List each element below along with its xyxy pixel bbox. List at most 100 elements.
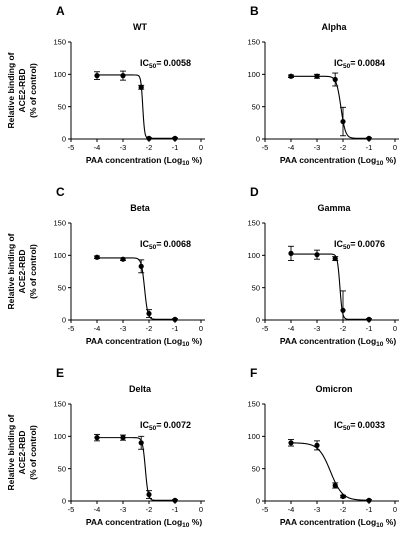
ic50-prefix: IC — [334, 239, 344, 249]
x-axis-label-main: PAA concentration (Log — [86, 517, 182, 527]
ic50-label: IC50= 0.0072 — [140, 420, 191, 432]
data-point — [138, 440, 144, 446]
x-axis-label-end: %) — [383, 336, 396, 346]
ic50-prefix: IC — [140, 239, 150, 249]
data-point — [172, 497, 178, 503]
y-tick-label: 50 — [252, 464, 260, 473]
data-point — [314, 252, 320, 258]
x-axis-label-end: %) — [383, 517, 396, 527]
x-axis-label-main: PAA concentration (Log — [280, 155, 376, 165]
x-axis-label-sub: 10 — [376, 160, 384, 167]
y-tick-label: 0 — [62, 497, 66, 506]
fit-curve — [290, 442, 369, 501]
ic50-sep: = — [350, 58, 355, 68]
data-point — [332, 255, 338, 262]
x-tick-label: 0 — [393, 324, 397, 333]
x-axis-label-end: %) — [189, 336, 202, 346]
ic50-label: IC50= 0.0084 — [334, 58, 385, 70]
ic50-label: IC50= 0.0068 — [140, 239, 191, 251]
y-axis-label-line1: Relative binding of — [6, 233, 16, 309]
y-tick-label: 150 — [247, 219, 260, 228]
ic50-value: 0.0058 — [164, 58, 192, 68]
ic50-prefix: IC — [140, 58, 150, 68]
x-tick-label: -3 — [120, 324, 127, 333]
ic50-prefix: IC — [334, 420, 344, 430]
ic50-value: 0.0076 — [358, 239, 386, 249]
panel-letter: A — [56, 4, 65, 18]
y-axis-label-line2: ACE2-RBD — [17, 69, 27, 113]
ic50-sub: 50 — [149, 63, 157, 70]
panel-letter: C — [56, 185, 65, 199]
x-tick-label: 0 — [199, 143, 203, 152]
y-axis-label-line3: (% of control) — [28, 63, 38, 118]
x-axis-label: PAA concentration (Log10 %) — [86, 517, 202, 529]
x-axis-label-end: %) — [189, 517, 202, 527]
y-tick-label: 50 — [252, 283, 260, 292]
ic50-prefix: IC — [140, 420, 150, 430]
fit-curve — [291, 75, 369, 139]
x-tick-label: -4 — [288, 324, 295, 333]
y-tick-label: 0 — [62, 135, 66, 144]
y-tick-label: 0 — [62, 316, 66, 325]
ic50-value: 0.0072 — [164, 420, 192, 430]
y-tick-label: 50 — [252, 102, 260, 111]
x-tick-label: -3 — [120, 143, 127, 152]
panel-title: WT — [133, 22, 147, 32]
data-point — [366, 135, 372, 141]
panel-letter: B — [250, 4, 259, 18]
x-axis-label-main: PAA concentration (Log — [86, 155, 182, 165]
x-axis-label: PAA concentration (Log10 %) — [280, 155, 396, 167]
x-tick-label: -1 — [172, 505, 179, 514]
panel-letter: F — [250, 366, 257, 380]
x-axis-label-sub: 10 — [182, 341, 190, 348]
x-tick-label: 0 — [393, 505, 397, 514]
ic50-prefix: IC — [334, 58, 344, 68]
x-tick-label: -3 — [314, 505, 321, 514]
data-point — [340, 118, 346, 125]
x-tick-label: -2 — [146, 143, 153, 152]
x-tick-label: -1 — [172, 143, 179, 152]
panel-title: Delta — [129, 384, 152, 394]
x-tick-label: -2 — [146, 324, 153, 333]
data-point — [366, 316, 372, 322]
x-tick-label: -3 — [314, 324, 321, 333]
panel-title: Gamma — [317, 203, 351, 213]
ic50-sep: = — [156, 58, 161, 68]
y-axis-label-line2: ACE2-RBD — [17, 431, 27, 475]
x-axis-label-sub: 10 — [376, 341, 384, 348]
y-tick-label: 0 — [256, 497, 260, 506]
x-axis-label-main: PAA concentration (Log — [280, 336, 376, 346]
data-point — [94, 254, 100, 260]
x-axis-label: PAA concentration (Log10 %) — [280, 517, 396, 529]
ic50-sep: = — [350, 239, 355, 249]
ic50-label: IC50= 0.0076 — [334, 239, 385, 251]
ic50-value: 0.0068 — [164, 239, 192, 249]
y-tick-label: 150 — [53, 400, 66, 409]
fit-curve — [97, 257, 175, 320]
x-axis-label-sub: 10 — [376, 522, 384, 529]
data-point — [288, 440, 294, 446]
x-tick-label: -5 — [68, 324, 75, 333]
ic50-label: IC50= 0.0033 — [334, 420, 385, 432]
x-axis-label: PAA concentration (Log10 %) — [86, 155, 202, 167]
ic50-sep: = — [350, 420, 355, 430]
x-tick-label: -1 — [366, 143, 373, 152]
panel-title: Beta — [130, 203, 151, 213]
x-tick-label: -2 — [340, 324, 347, 333]
data-point — [366, 497, 372, 503]
x-axis-label: PAA concentration (Log10 %) — [280, 336, 396, 348]
x-axis-label-sub: 10 — [182, 522, 190, 529]
panel-title: Omicron — [315, 384, 352, 394]
data-point — [332, 76, 338, 83]
x-tick-label: -4 — [288, 143, 295, 152]
x-tick-label: -1 — [172, 324, 179, 333]
data-point — [146, 310, 152, 317]
x-tick-label: -3 — [120, 505, 127, 514]
x-tick-label: -5 — [68, 505, 75, 514]
fit-curve — [97, 74, 175, 139]
data-point — [288, 250, 294, 256]
data-point — [138, 263, 144, 269]
